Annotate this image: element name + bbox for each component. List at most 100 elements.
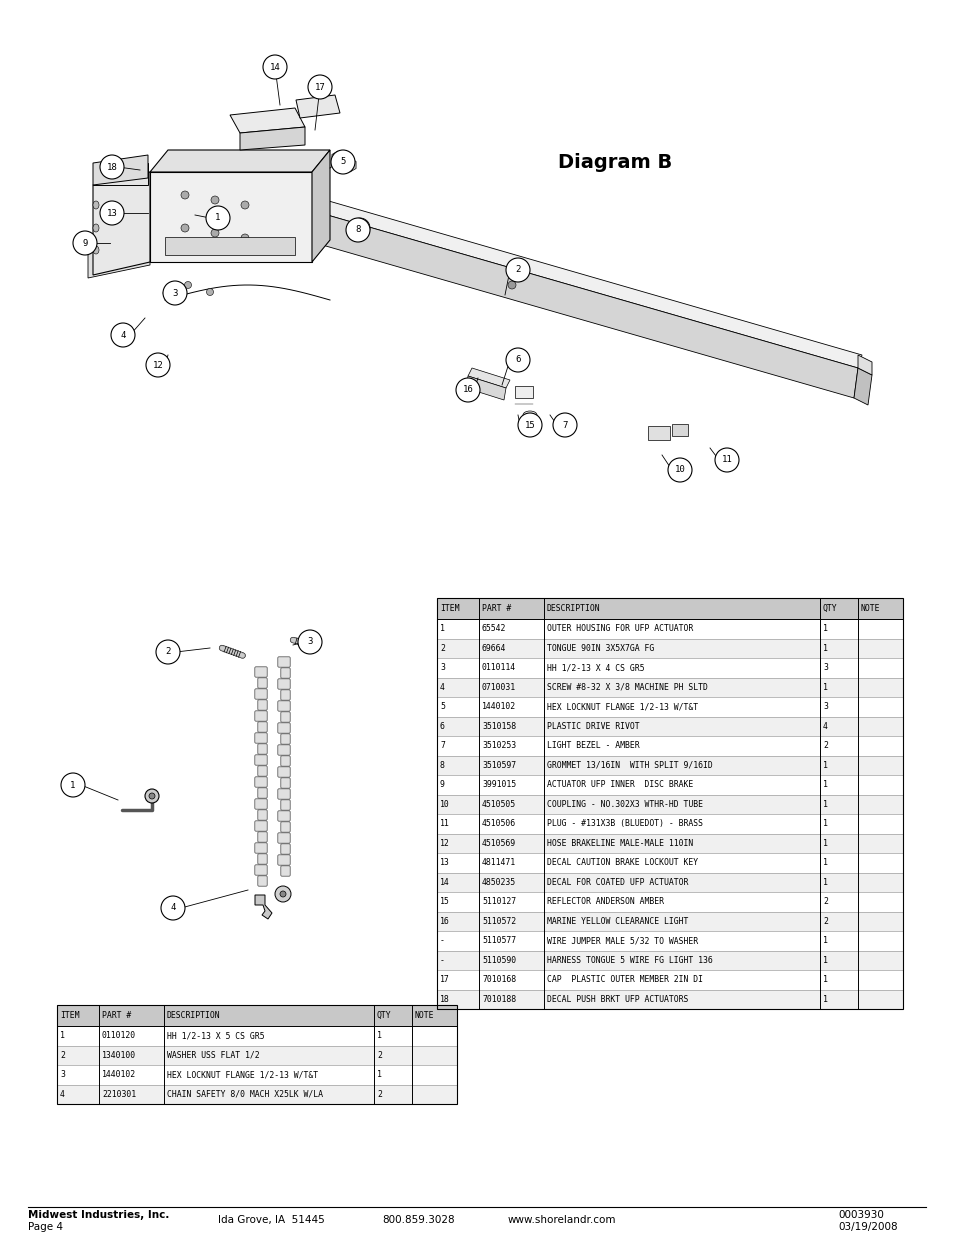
FancyBboxPatch shape xyxy=(254,842,267,853)
FancyBboxPatch shape xyxy=(277,767,290,777)
Circle shape xyxy=(61,773,85,797)
Circle shape xyxy=(100,201,124,225)
Bar xyxy=(436,951,902,969)
Circle shape xyxy=(308,75,332,99)
Bar xyxy=(436,853,902,872)
Bar xyxy=(515,387,533,398)
Bar xyxy=(165,237,294,254)
Text: QTY: QTY xyxy=(822,604,837,613)
Text: 1: 1 xyxy=(822,936,827,945)
Text: 4: 4 xyxy=(60,1089,65,1099)
Circle shape xyxy=(184,282,192,289)
Bar xyxy=(436,638,902,658)
Text: 1: 1 xyxy=(822,839,827,847)
FancyBboxPatch shape xyxy=(277,722,290,734)
Polygon shape xyxy=(254,895,272,919)
Polygon shape xyxy=(312,149,330,262)
Text: HH 1/2-13 X 5 CS GR5: HH 1/2-13 X 5 CS GR5 xyxy=(167,1031,264,1040)
FancyBboxPatch shape xyxy=(257,810,267,820)
Text: 1: 1 xyxy=(822,624,827,634)
Bar xyxy=(57,1005,456,1026)
Text: 7: 7 xyxy=(439,741,444,750)
FancyBboxPatch shape xyxy=(280,866,290,876)
Polygon shape xyxy=(92,163,148,185)
Text: 2210301: 2210301 xyxy=(102,1089,136,1099)
Polygon shape xyxy=(240,127,305,149)
FancyBboxPatch shape xyxy=(257,876,267,887)
Circle shape xyxy=(181,191,189,199)
FancyBboxPatch shape xyxy=(257,832,267,842)
Circle shape xyxy=(111,324,135,347)
FancyBboxPatch shape xyxy=(257,788,267,798)
Text: DESCRIPTION: DESCRIPTION xyxy=(546,604,600,613)
Text: 4850235: 4850235 xyxy=(481,878,516,887)
Polygon shape xyxy=(92,172,150,275)
Text: 15: 15 xyxy=(439,898,449,906)
Polygon shape xyxy=(92,156,148,185)
Text: 16: 16 xyxy=(462,385,473,394)
Bar xyxy=(436,776,902,794)
Text: 6: 6 xyxy=(439,721,444,731)
Bar xyxy=(436,598,902,1009)
Text: 1: 1 xyxy=(376,1031,381,1040)
Text: PART #: PART # xyxy=(481,604,511,613)
Circle shape xyxy=(161,897,185,920)
Text: 3: 3 xyxy=(822,663,827,672)
Text: 7010188: 7010188 xyxy=(481,994,516,1004)
Circle shape xyxy=(156,640,180,664)
Text: 13: 13 xyxy=(439,858,449,867)
Text: 0110114: 0110114 xyxy=(481,663,516,672)
Text: DECAL CAUTION BRAKE LOCKOUT KEY: DECAL CAUTION BRAKE LOCKOUT KEY xyxy=(546,858,698,867)
Text: 2: 2 xyxy=(822,741,827,750)
Ellipse shape xyxy=(92,201,99,209)
Text: 5110572: 5110572 xyxy=(481,916,516,926)
FancyBboxPatch shape xyxy=(254,689,267,699)
Text: SCREW #8-32 X 3/8 MACHINE PH SLTD: SCREW #8-32 X 3/8 MACHINE PH SLTD xyxy=(546,683,707,692)
Text: 1440102: 1440102 xyxy=(481,703,516,711)
Text: 1: 1 xyxy=(376,1071,381,1079)
Bar xyxy=(57,1046,456,1065)
Bar xyxy=(436,716,902,736)
FancyBboxPatch shape xyxy=(257,853,267,864)
Text: HEX LOCKNUT FLANGE 1/2-13 W/T&T: HEX LOCKNUT FLANGE 1/2-13 W/T&T xyxy=(546,703,698,711)
Circle shape xyxy=(163,282,187,305)
Text: 2: 2 xyxy=(439,643,444,653)
Bar xyxy=(436,834,902,853)
Text: 0710031: 0710031 xyxy=(481,683,516,692)
Circle shape xyxy=(297,630,322,655)
Text: 13: 13 xyxy=(107,209,117,217)
Bar xyxy=(436,598,902,619)
Text: 1: 1 xyxy=(822,956,827,965)
FancyBboxPatch shape xyxy=(257,743,267,755)
Text: GROMMET 13/16IN  WITH SPLIT 9/16ID: GROMMET 13/16IN WITH SPLIT 9/16ID xyxy=(546,761,712,769)
Bar xyxy=(436,756,902,776)
Text: 1: 1 xyxy=(439,624,444,634)
Text: 6: 6 xyxy=(515,356,520,364)
FancyBboxPatch shape xyxy=(277,832,290,844)
FancyBboxPatch shape xyxy=(280,668,290,678)
Text: 4: 4 xyxy=(120,331,126,340)
FancyBboxPatch shape xyxy=(254,732,267,743)
Text: CAP  PLASTIC OUTER MEMBER 2IN DI: CAP PLASTIC OUTER MEMBER 2IN DI xyxy=(546,976,702,984)
Text: ITEM: ITEM xyxy=(60,1011,79,1020)
FancyBboxPatch shape xyxy=(254,667,267,677)
Text: HOSE BRAKELINE MALE-MALE 110IN: HOSE BRAKELINE MALE-MALE 110IN xyxy=(546,839,693,847)
Text: 1440102: 1440102 xyxy=(102,1071,136,1079)
Polygon shape xyxy=(465,375,505,400)
FancyBboxPatch shape xyxy=(280,734,290,745)
Circle shape xyxy=(263,56,287,79)
Text: 7010168: 7010168 xyxy=(481,976,516,984)
Bar xyxy=(436,794,902,814)
Text: 1: 1 xyxy=(822,994,827,1004)
Text: 69664: 69664 xyxy=(481,643,506,653)
FancyBboxPatch shape xyxy=(280,756,290,766)
FancyBboxPatch shape xyxy=(280,778,290,788)
Text: 1: 1 xyxy=(215,214,220,222)
Polygon shape xyxy=(303,195,862,368)
Circle shape xyxy=(507,282,516,289)
Text: 0003930: 0003930 xyxy=(837,1210,882,1220)
Text: 2: 2 xyxy=(376,1089,381,1099)
Text: OUTER HOUSING FOR UFP ACTUATOR: OUTER HOUSING FOR UFP ACTUATOR xyxy=(546,624,693,634)
Text: Midwest Industries, Inc.: Midwest Industries, Inc. xyxy=(28,1210,170,1220)
Ellipse shape xyxy=(92,224,99,232)
